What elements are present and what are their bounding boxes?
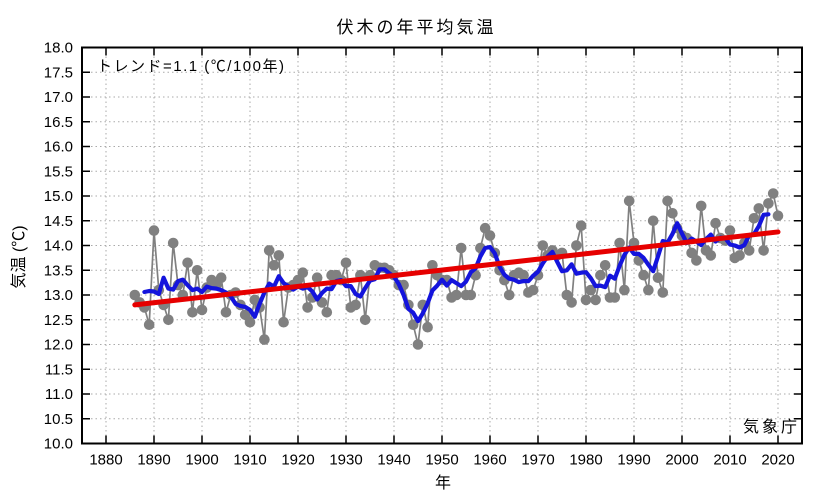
svg-text:10.0: 10.0 <box>44 436 73 453</box>
y-tick-labels: 10.0 10.5 11.0 11.5 12.0 12.5 13.0 13.5 14.0 14.5… <box>44 40 73 453</box>
svg-text:17.5: 17.5 <box>44 64 73 81</box>
plot-border <box>81 46 803 445</box>
svg-text:16.0: 16.0 <box>44 139 73 156</box>
svg-text:11.0: 11.0 <box>45 386 73 403</box>
svg-text:10.5: 10.5 <box>44 411 73 428</box>
svg-text:1950: 1950 <box>425 452 458 469</box>
svg-text:13.0: 13.0 <box>44 287 73 304</box>
chart-title: 伏木の年平均気温 <box>336 18 497 37</box>
svg-text:15.5: 15.5 <box>44 163 73 180</box>
svg-text:1890: 1890 <box>137 452 170 469</box>
x-tick-labels: 1880 1890 1900 1910 1920 1930 1940 1950 1960 1970… <box>89 452 794 469</box>
svg-text:1940: 1940 <box>377 452 410 469</box>
svg-text:1970: 1970 <box>521 452 554 469</box>
svg-text:16.5: 16.5 <box>44 114 73 131</box>
svg-text:1930: 1930 <box>329 452 362 469</box>
svg-text:15.0: 15.0 <box>44 188 73 205</box>
svg-text:13.5: 13.5 <box>44 262 73 279</box>
gridlines <box>82 47 802 444</box>
svg-text:1910: 1910 <box>233 452 266 469</box>
svg-text:1960: 1960 <box>473 452 506 469</box>
svg-text:18.0: 18.0 <box>44 40 73 57</box>
svg-text:11.5: 11.5 <box>45 361 73 378</box>
x-axis-title: 年 <box>434 475 451 492</box>
svg-text:17.0: 17.0 <box>44 89 73 106</box>
series-5yr-running-mean <box>142 212 771 324</box>
svg-text:1880: 1880 <box>89 452 122 469</box>
trend-annotation: トレンド=1.1 (℃/100年) <box>97 58 286 75</box>
svg-text:14.5: 14.5 <box>44 213 73 230</box>
agency-watermark: 気象庁 <box>742 419 800 436</box>
svg-text:12.5: 12.5 <box>44 312 73 329</box>
svg-text:2010: 2010 <box>713 452 746 469</box>
y-axis-title: 気温 (℃) <box>11 225 28 289</box>
trend-line <box>132 229 781 308</box>
svg-text:12.0: 12.0 <box>44 337 73 354</box>
svg-text:1990: 1990 <box>617 452 650 469</box>
svg-text:2020: 2020 <box>761 452 794 469</box>
svg-text:1900: 1900 <box>185 452 218 469</box>
svg-text:14.0: 14.0 <box>44 238 73 255</box>
svg-text:2000: 2000 <box>665 452 698 469</box>
svg-text:1920: 1920 <box>281 452 314 469</box>
svg-text:1980: 1980 <box>569 452 602 469</box>
